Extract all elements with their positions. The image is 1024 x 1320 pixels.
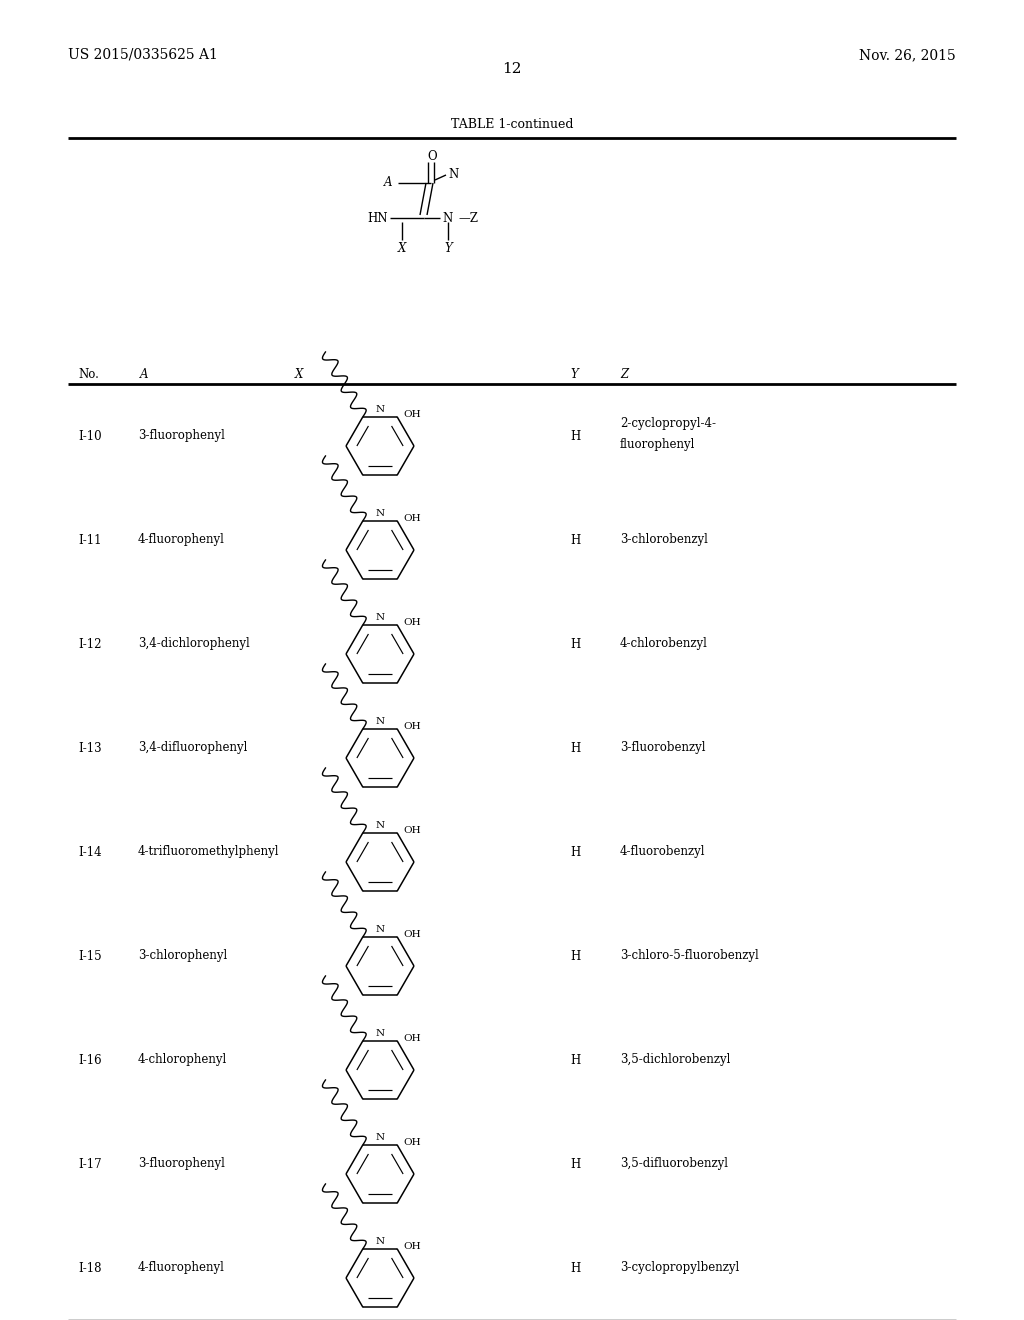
Text: N: N <box>376 1028 385 1038</box>
Text: OH: OH <box>403 1242 421 1251</box>
Text: N: N <box>376 508 385 517</box>
Text: 3,4-dichlorophenyl: 3,4-dichlorophenyl <box>138 638 250 651</box>
Text: 12: 12 <box>502 62 522 77</box>
Text: X: X <box>397 242 407 255</box>
Text: H: H <box>570 846 581 858</box>
Text: N: N <box>376 717 385 726</box>
Text: X: X <box>295 368 303 381</box>
Text: N: N <box>449 169 459 181</box>
Text: H: H <box>570 949 581 962</box>
Text: N: N <box>376 1237 385 1246</box>
Text: 4-fluorophenyl: 4-fluorophenyl <box>138 1262 225 1275</box>
Text: N: N <box>442 211 453 224</box>
Text: 2-cyclopropyl-4-: 2-cyclopropyl-4- <box>620 417 716 430</box>
Text: I-12: I-12 <box>78 638 101 651</box>
Text: 3-chloro-5-fluorobenzyl: 3-chloro-5-fluorobenzyl <box>620 949 759 962</box>
Text: OH: OH <box>403 1034 421 1043</box>
Text: N: N <box>376 1133 385 1142</box>
Text: 3-chlorobenzyl: 3-chlorobenzyl <box>620 533 708 546</box>
Text: OH: OH <box>403 722 421 731</box>
Text: OH: OH <box>403 826 421 836</box>
Text: OH: OH <box>403 931 421 939</box>
Text: I-10: I-10 <box>78 429 101 442</box>
Text: I-16: I-16 <box>78 1053 101 1067</box>
Text: I-15: I-15 <box>78 949 101 962</box>
Text: I-18: I-18 <box>78 1262 101 1275</box>
Text: H: H <box>570 429 581 442</box>
Text: O: O <box>427 150 437 162</box>
Text: HN: HN <box>368 211 388 224</box>
Text: H: H <box>570 1053 581 1067</box>
Text: Z: Z <box>620 368 628 381</box>
Text: I-11: I-11 <box>78 533 101 546</box>
Text: H: H <box>570 1158 581 1171</box>
Text: 4-trifluoromethylphenyl: 4-trifluoromethylphenyl <box>138 846 280 858</box>
Text: OH: OH <box>403 618 421 627</box>
Text: —Z: —Z <box>458 211 478 224</box>
Text: A: A <box>384 177 392 190</box>
Text: H: H <box>570 1262 581 1275</box>
Text: N: N <box>376 404 385 413</box>
Text: US 2015/0335625 A1: US 2015/0335625 A1 <box>68 48 218 62</box>
Text: N: N <box>376 821 385 829</box>
Text: H: H <box>570 742 581 755</box>
Text: 3-cyclopropylbenzyl: 3-cyclopropylbenzyl <box>620 1262 739 1275</box>
Text: A: A <box>140 368 148 381</box>
Text: I-17: I-17 <box>78 1158 101 1171</box>
Text: OH: OH <box>403 1138 421 1147</box>
Text: I-14: I-14 <box>78 846 101 858</box>
Text: fluorophenyl: fluorophenyl <box>620 438 695 451</box>
Text: OH: OH <box>403 411 421 418</box>
Text: 4-fluorobenzyl: 4-fluorobenzyl <box>620 846 706 858</box>
Text: No.: No. <box>78 368 99 381</box>
Text: 3-fluorophenyl: 3-fluorophenyl <box>138 429 225 442</box>
Text: 4-fluorophenyl: 4-fluorophenyl <box>138 533 225 546</box>
Text: 3-fluorophenyl: 3-fluorophenyl <box>138 1158 225 1171</box>
Text: Y: Y <box>570 368 578 381</box>
Text: TABLE 1-continued: TABLE 1-continued <box>451 117 573 131</box>
Text: I-13: I-13 <box>78 742 101 755</box>
Text: 3,4-difluorophenyl: 3,4-difluorophenyl <box>138 742 248 755</box>
Text: 3-fluorobenzyl: 3-fluorobenzyl <box>620 742 706 755</box>
Text: H: H <box>570 638 581 651</box>
Text: 4-chlorophenyl: 4-chlorophenyl <box>138 1053 227 1067</box>
Text: Y: Y <box>444 242 452 255</box>
Text: Nov. 26, 2015: Nov. 26, 2015 <box>859 48 956 62</box>
Text: 3,5-difluorobenzyl: 3,5-difluorobenzyl <box>620 1158 728 1171</box>
Text: 3-chlorophenyl: 3-chlorophenyl <box>138 949 227 962</box>
Text: N: N <box>376 924 385 933</box>
Text: 4-chlorobenzyl: 4-chlorobenzyl <box>620 638 708 651</box>
Text: 3,5-dichlorobenzyl: 3,5-dichlorobenzyl <box>620 1053 730 1067</box>
Text: OH: OH <box>403 513 421 523</box>
Text: N: N <box>376 612 385 622</box>
Text: H: H <box>570 533 581 546</box>
